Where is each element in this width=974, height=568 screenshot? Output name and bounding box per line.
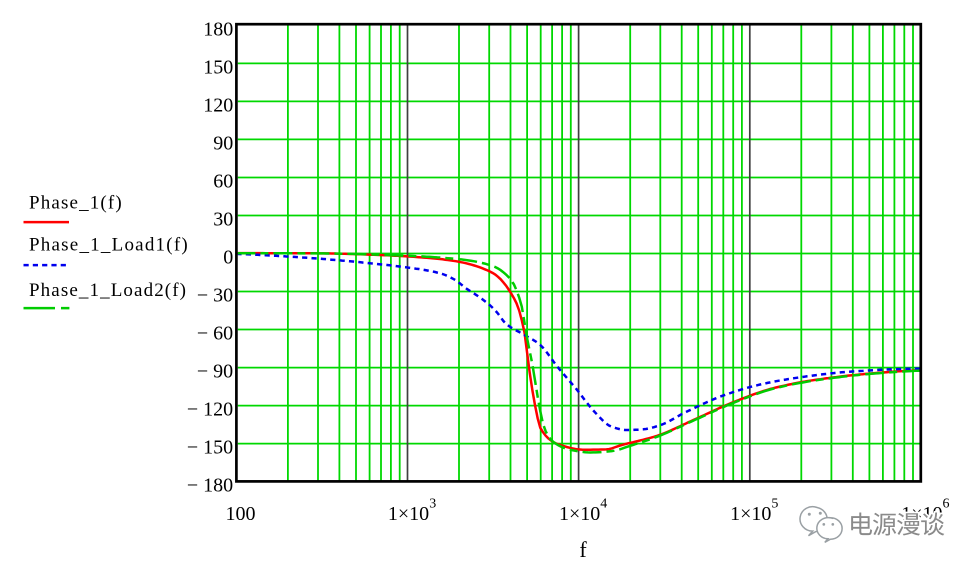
- svg-text:f: f: [579, 537, 587, 562]
- svg-text:6: 6: [943, 497, 950, 512]
- svg-text:4: 4: [600, 497, 607, 512]
- svg-text:180: 180: [203, 18, 233, 40]
- svg-text:60: 60: [213, 171, 233, 193]
- svg-text:− 60: − 60: [197, 323, 233, 345]
- svg-text:90: 90: [213, 132, 233, 154]
- svg-text:150: 150: [203, 56, 233, 78]
- svg-text:− 180: − 180: [187, 475, 233, 497]
- svg-text:− 150: − 150: [187, 437, 233, 459]
- svg-text:1×10: 1×10: [559, 503, 600, 525]
- svg-text:1×10: 1×10: [730, 503, 771, 525]
- svg-text:0: 0: [223, 247, 233, 269]
- svg-text:100: 100: [226, 503, 256, 525]
- svg-text:− 30: − 30: [197, 285, 233, 307]
- svg-text:− 120: − 120: [187, 399, 233, 421]
- svg-text:− 90: − 90: [197, 361, 233, 383]
- svg-text:Phase_1(f): Phase_1(f): [29, 192, 122, 213]
- svg-text:1×10: 1×10: [388, 503, 429, 525]
- svg-text:Phase_1_Load1(f): Phase_1_Load1(f): [29, 235, 188, 256]
- svg-text:3: 3: [429, 497, 436, 512]
- svg-text:Phase_1_Load2(f): Phase_1_Load2(f): [29, 280, 186, 301]
- svg-text:30: 30: [213, 209, 233, 231]
- svg-text:120: 120: [203, 94, 233, 116]
- svg-text:5: 5: [771, 497, 778, 512]
